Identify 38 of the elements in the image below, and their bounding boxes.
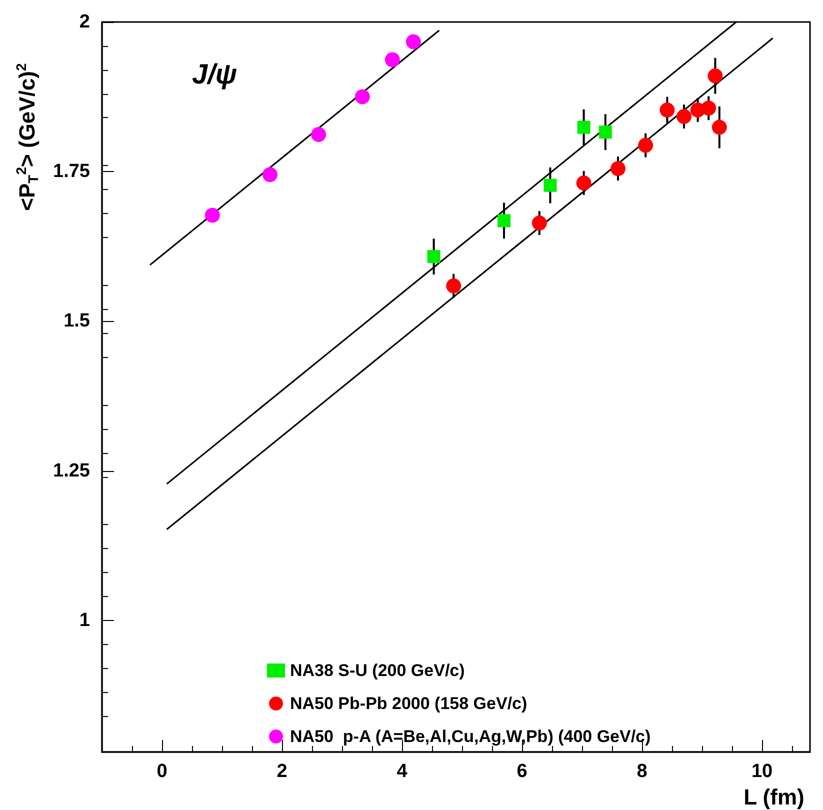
annotation: J/ψ: [192, 58, 238, 90]
point: [427, 250, 440, 264]
point: [712, 120, 727, 135]
point: [262, 167, 278, 182]
point: [676, 109, 692, 124]
y-tick-label: 1.25: [53, 460, 90, 482]
x-tick-label: 0: [156, 761, 168, 782]
legend-label: NA38 S-U (200 GeV/c): [290, 661, 465, 680]
point: [708, 68, 723, 84]
y-tick-label: 1: [79, 610, 90, 631]
point: [576, 175, 592, 190]
point: [354, 89, 370, 104]
y-tick-label: 1.75: [53, 161, 90, 182]
point: [384, 52, 400, 68]
point: [311, 126, 326, 142]
x-axis-title: L (fm): [744, 784, 804, 810]
point: [701, 100, 716, 116]
point: [406, 34, 421, 50]
point: [660, 102, 675, 118]
x-tick-label: 6: [516, 761, 528, 782]
y-tick-label: 1.5: [64, 310, 90, 332]
point: [610, 161, 626, 176]
x-tick-label: 2: [276, 761, 288, 782]
y-axis-title: <PT2> (GeV/c)2: [13, 62, 41, 211]
point: [204, 208, 220, 223]
x-tick-label: 8: [636, 761, 648, 782]
point: [638, 138, 654, 153]
x-tick-label: 10: [751, 761, 773, 782]
legend-label: NA50 p-A (A=Be,Al,Cu,Ag,W,Pb) (400 GeV/c): [290, 727, 651, 746]
x-tick-label: 4: [396, 761, 408, 782]
y-tick-label: 2: [79, 12, 90, 32]
point: [446, 278, 462, 294]
point: [577, 120, 590, 134]
point: [498, 214, 510, 228]
point: [544, 178, 557, 192]
point: [532, 216, 547, 231]
point: [598, 126, 612, 139]
legend-label: NA50 Pb-Pb 2000 (158 GeV/c): [290, 694, 528, 713]
